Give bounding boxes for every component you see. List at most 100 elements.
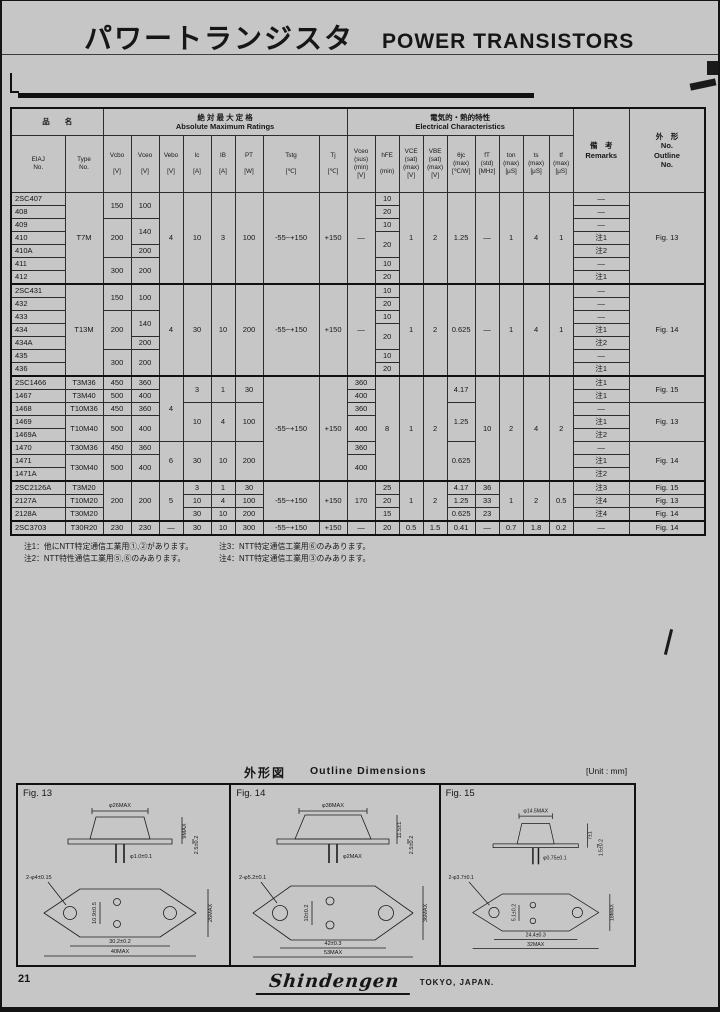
table-cell: 10 bbox=[374, 349, 400, 363]
table-cell: Fig. 13 bbox=[628, 494, 706, 508]
eiaj-no-cell: 434A bbox=[10, 336, 66, 350]
table-cell: 注2 bbox=[572, 336, 630, 350]
table-cell: 400 bbox=[346, 389, 376, 403]
outline-title-english: Outline Dimensions bbox=[310, 765, 427, 777]
table-cell: 注3 bbox=[572, 480, 630, 495]
table-header-cell: 外 形 No. Outline No. bbox=[628, 107, 706, 193]
table-header-cell: 絶 対 最 大 定 格 Absolute Maximum Ratings bbox=[102, 107, 348, 136]
table-cell: 10 bbox=[210, 283, 236, 377]
svg-text:2.5±0.2: 2.5±0.2 bbox=[194, 836, 200, 855]
table-cell: 500 bbox=[102, 389, 132, 403]
table-cell: 0.625 bbox=[446, 283, 476, 377]
scan-artifact bbox=[689, 78, 717, 91]
svg-text:40MAX: 40MAX bbox=[111, 949, 130, 955]
table-cell: 注1 bbox=[572, 454, 630, 468]
table-cell: 10 bbox=[182, 192, 212, 285]
table-cell: 0.5 bbox=[398, 520, 424, 536]
footnote-3: 注3：NTT特定通信工業用⑥のみあります。 bbox=[219, 542, 371, 551]
table-cell: 30 bbox=[182, 507, 212, 522]
table-header-cell: Vceo [V] bbox=[130, 135, 160, 193]
brand-location: TOKYO, JAPAN. bbox=[419, 978, 495, 987]
table-cell: 30 bbox=[182, 441, 212, 482]
spec-table-body: 2SC407 T7M 150 100 4 10 3 100 -55~+150 +150—10 1 2 1… bbox=[10, 192, 706, 536]
table-row: 408 20 — bbox=[10, 205, 705, 219]
table-cell: 2 bbox=[422, 375, 448, 482]
table-cell: 4 bbox=[158, 375, 184, 442]
svg-text:10.9±0.5: 10.9±0.5 bbox=[92, 902, 98, 924]
table-cell: — bbox=[572, 257, 630, 271]
table-cell: 200 bbox=[130, 336, 160, 350]
table-cell: T10M20 bbox=[64, 494, 104, 508]
table-cell: T10M40 bbox=[64, 415, 104, 442]
table-cell: +150 bbox=[318, 520, 348, 536]
table-cell: 2 bbox=[422, 283, 448, 377]
table-cell: 200 bbox=[234, 507, 264, 522]
table-cell: 1 bbox=[398, 375, 424, 482]
table-cell: 400 bbox=[130, 389, 160, 403]
table-cell: 100 bbox=[234, 494, 264, 508]
table-cell: — bbox=[572, 349, 630, 363]
table-header-cell: Vcbo [V] bbox=[102, 135, 132, 193]
table-cell: 33 bbox=[474, 494, 500, 508]
table-cell: 100 bbox=[130, 283, 160, 311]
table-cell: T3M20 bbox=[64, 480, 104, 495]
table-cell: 0.7 bbox=[498, 520, 524, 536]
table-cell: 20 bbox=[374, 520, 400, 536]
table-row: 2SC431 T13M 150 100 4 30 10 200 -55~+150 +150—10 1… bbox=[10, 283, 706, 377]
table-cell: 注1 bbox=[572, 270, 630, 285]
table-cell: — bbox=[572, 192, 630, 206]
table-cell: — bbox=[346, 192, 376, 285]
table-cell: 0.2 bbox=[548, 520, 574, 536]
svg-text:φ0.75±0.1: φ0.75±0.1 bbox=[543, 856, 567, 862]
table-cell: 25 bbox=[374, 480, 400, 495]
eiaj-no-cell: 1467 bbox=[10, 389, 66, 403]
table-cell: 注2 bbox=[572, 467, 630, 482]
figure-panel-15: Fig. 15 φ14.5MAX φ0.75±0.1 7±1 1.5±0.2 2… bbox=[441, 785, 634, 965]
table-cell: 30 bbox=[182, 520, 212, 536]
table-cell: 30 bbox=[234, 480, 264, 495]
package-drawing-to3: φ26MAX φ1.0±0.1 9MAX 2.5±0.2 2-φ4±0.15 1 bbox=[26, 803, 214, 957]
table-cell: 0.625 bbox=[446, 441, 476, 482]
table-cell: 140 bbox=[130, 310, 160, 337]
table-cell: 400 bbox=[130, 454, 160, 482]
eiaj-no-cell: 1470 bbox=[10, 441, 66, 455]
eiaj-no-cell: 436 bbox=[10, 362, 66, 377]
corner-mark bbox=[10, 73, 19, 93]
table-row: 410A 200 注2 bbox=[10, 244, 705, 258]
eiaj-no-cell: 434 bbox=[10, 323, 66, 337]
table-cell: T3M36 bbox=[64, 375, 104, 390]
svg-text:φ2MAX: φ2MAX bbox=[343, 854, 362, 860]
table-cell: 1.25 bbox=[446, 402, 476, 442]
table-cell: 20 bbox=[374, 231, 400, 258]
table-cell: 400 bbox=[130, 415, 160, 442]
table-cell: 4.17 bbox=[446, 375, 476, 403]
footnote-1: 注1：他にNTT特定通信工業用①,②があります。 bbox=[24, 542, 194, 551]
table-cell: T13M bbox=[64, 283, 104, 377]
table-cell: 4 bbox=[522, 192, 550, 285]
table-cell: 注2 bbox=[572, 428, 630, 442]
table-cell: 4 bbox=[522, 283, 550, 377]
table-cell: 360 bbox=[130, 402, 160, 416]
table-header-cell: Tstg [℃] bbox=[262, 135, 320, 193]
table-cell: 2 bbox=[422, 192, 448, 285]
table-cell: 36 bbox=[474, 480, 500, 495]
figure-label: Fig. 15 bbox=[445, 788, 475, 799]
table-cell: 2 bbox=[522, 480, 550, 522]
eiaj-no-cell: 411 bbox=[10, 257, 66, 271]
table-cell: -55~+150 bbox=[262, 283, 320, 377]
svg-text:36MAX: 36MAX bbox=[423, 904, 429, 923]
eiaj-no-cell: 2SC1466 bbox=[10, 375, 66, 390]
table-cell: Fig. 13 bbox=[628, 192, 706, 285]
table-cell: 10 bbox=[210, 507, 236, 522]
outline-figures-box: Fig. 13 φ26MAX φ1.0±0.1 9MAX 2.5±0.2 2-φ… bbox=[16, 783, 636, 967]
table-cell: 1.8 bbox=[522, 520, 550, 536]
table-cell: 450 bbox=[102, 402, 132, 416]
eiaj-no-cell: 1471A bbox=[10, 467, 66, 482]
eiaj-no-cell: 408 bbox=[10, 205, 66, 219]
eiaj-no-cell: 435 bbox=[10, 349, 66, 363]
eiaj-no-cell: 1469A bbox=[10, 428, 66, 442]
table-cell: — bbox=[346, 520, 376, 536]
table-cell: 1 bbox=[398, 192, 424, 285]
table-cell: 20 bbox=[374, 494, 400, 508]
table-cell: 3 bbox=[182, 375, 212, 403]
